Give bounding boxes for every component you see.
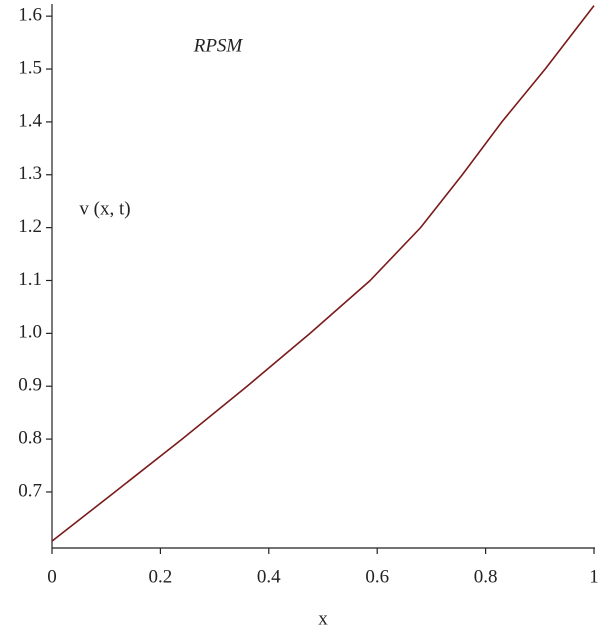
x-tick-label: 1 <box>589 566 599 587</box>
y-tick-label: 1.1 <box>18 269 42 290</box>
y-tick-label: 0.7 <box>18 480 42 501</box>
x-tick-label: 0.2 <box>149 566 173 587</box>
annotation: v (x, t) <box>79 198 130 219</box>
y-tick-label: 1.2 <box>18 216 42 237</box>
y-tick-label: 1.3 <box>18 163 42 184</box>
line-series <box>51 5 595 542</box>
y-tick-label: 0.8 <box>18 427 42 448</box>
x-tick-label: 0.6 <box>365 566 389 587</box>
y-tick-label: 1.5 <box>18 57 42 78</box>
y-tick-label: 1.0 <box>18 322 42 343</box>
x-tick-label: 0 <box>47 566 57 587</box>
y-tick-label: 0.9 <box>18 375 42 396</box>
x-axis-label: x <box>318 608 328 629</box>
x-tick-label: 0.4 <box>257 566 281 587</box>
y-tick-label: 1.4 <box>18 110 42 131</box>
y-tick-label: 1.6 <box>18 5 42 26</box>
annotation: RPSM <box>193 35 244 56</box>
x-tick-label: 0.8 <box>474 566 498 587</box>
